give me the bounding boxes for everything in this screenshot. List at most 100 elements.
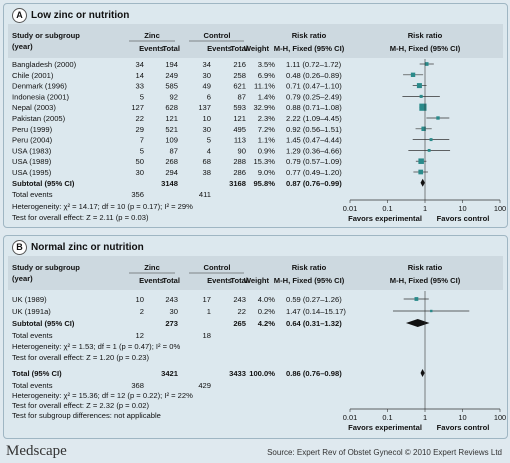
study-row-label: Denmark (1996)	[12, 82, 67, 91]
study-row-marker	[427, 148, 431, 152]
total-events-row-label: Total events	[12, 331, 53, 340]
study-row-label: Nepal (2003)	[12, 103, 56, 112]
panel-b-label: B Normal zinc or nutrition	[12, 240, 144, 255]
study-row-zinc-events: 10	[136, 295, 144, 304]
study-row-zinc-events: 5	[140, 92, 144, 101]
header-method: M-H, Fixed (95% CI)	[274, 276, 345, 285]
x-tick-label: 0.01	[343, 413, 357, 422]
study-row-label: USA (1995)	[12, 168, 52, 177]
overall-events-row-label: Total events	[12, 381, 53, 390]
header-year: (year)	[12, 42, 33, 51]
study-row-control-events: 68	[203, 157, 211, 166]
header-total: Total	[162, 44, 180, 53]
study-row-control-total: 121	[233, 114, 246, 123]
x-tick-label: 100	[494, 204, 506, 213]
study-row-marker	[436, 116, 440, 120]
favors-experimental: Favors experimental	[348, 214, 422, 223]
study-row-risk-ratio: 0.77 (0.49–1.20)	[286, 168, 342, 177]
subtotal-row-control-total: 265	[233, 319, 246, 328]
header-control: Control	[204, 263, 231, 272]
study-row-zinc-events: 2	[140, 307, 144, 316]
header-band	[8, 24, 503, 58]
stat-note: Test for overall effect: Z = 1.20 (p = 0…	[12, 353, 150, 362]
study-row-control-events: 34	[203, 60, 211, 69]
header-events: Events	[139, 44, 164, 53]
favors-control: Favors control	[437, 423, 490, 432]
study-row-weight: 3.5%	[258, 60, 276, 69]
header-events: Events	[207, 44, 232, 53]
study-row-label: UK (1989)	[12, 295, 47, 304]
x-tick-label: 1	[423, 204, 427, 213]
study-row-control-total: 286	[233, 168, 246, 177]
header-total: Total	[230, 44, 248, 53]
medscape-logo: Medscape	[6, 443, 67, 459]
overall-row-weight: 100.0%	[249, 369, 275, 378]
study-row-zinc-total: 121	[165, 114, 178, 123]
study-row-zinc-total: 268	[165, 157, 178, 166]
study-row-control-total: 621	[233, 82, 246, 91]
panel-a-label: A Low zinc or nutrition	[12, 8, 129, 23]
study-row-weight: 9.0%	[258, 168, 276, 177]
study-row-zinc-total: 628	[165, 103, 178, 112]
total-events-row-zinc-events: 356	[131, 190, 144, 199]
header-method: M-H, Fixed (95% CI)	[390, 44, 461, 53]
study-row-control-total: 216	[233, 60, 246, 69]
study-row-risk-ratio: 1.29 (0.36–4.66)	[286, 146, 342, 155]
header-risk-ratio: Risk ratio	[408, 31, 443, 40]
total-events-row-control-events: 18	[203, 331, 211, 340]
x-tick-label: 10	[458, 204, 466, 213]
study-row-risk-ratio: 0.88 (0.71–1.08)	[286, 103, 342, 112]
study-row-zinc-events: 7	[140, 136, 144, 145]
study-row-label: Chile (2001)	[12, 71, 54, 80]
study-row-weight: 0.9%	[258, 146, 276, 155]
study-row-control-total: 87	[238, 92, 246, 101]
study-row-control-total: 288	[233, 157, 246, 166]
study-row-zinc-total: 521	[165, 125, 178, 134]
study-row-weight: 2.3%	[258, 114, 276, 123]
study-row-control-events: 5	[207, 136, 211, 145]
stat-note: Test for subgroup differences: not appli…	[12, 411, 161, 420]
study-row-control-events: 4	[207, 146, 211, 155]
study-row-control-total: 495	[233, 125, 246, 134]
total-events-row-control-events: 411	[199, 190, 211, 199]
favors-experimental: Favors experimental	[348, 423, 422, 432]
study-row-marker	[414, 297, 419, 301]
x-tick-label: 0.1	[382, 413, 392, 422]
header-events: Events	[207, 276, 232, 285]
overall-events-row-control-events: 429	[198, 381, 211, 390]
study-row-control-events: 30	[203, 71, 211, 80]
study-row-marker	[418, 169, 424, 175]
favors-control: Favors control	[437, 214, 490, 223]
study-row-control-events: 49	[203, 82, 211, 91]
study-row-risk-ratio: 0.71 (0.47–1.10)	[286, 82, 342, 91]
header-study: Study or subgroup	[12, 263, 80, 272]
subtotal-row-zinc-total: 3148	[161, 179, 178, 188]
study-row-weight: 0.2%	[258, 307, 276, 316]
header-method: M-H, Fixed (95% CI)	[390, 276, 461, 285]
header-zinc: Zinc	[144, 31, 160, 40]
study-row-weight: 6.9%	[258, 71, 276, 80]
study-row-zinc-events: 34	[136, 60, 144, 69]
study-row-zinc-total: 109	[165, 136, 178, 145]
study-row-zinc-events: 5	[140, 146, 144, 155]
study-row-risk-ratio: 0.48 (0.26–0.89)	[286, 71, 342, 80]
stat-note: Heterogeneity: χ² = 14.17; df = 10 (p = …	[12, 202, 193, 211]
study-row-marker	[430, 309, 433, 313]
study-row-label: UK (1991a)	[12, 307, 51, 316]
header-study: Study or subgroup	[12, 31, 80, 40]
study-row-zinc-total: 243	[165, 295, 178, 304]
study-row-risk-ratio: 0.79 (0.25–2.49)	[286, 92, 342, 101]
study-row-zinc-events: 22	[136, 114, 144, 123]
panel-a: A Low zinc or nutrition Study or subgroup…	[3, 3, 508, 228]
x-tick-label: 100	[494, 413, 506, 422]
study-row-zinc-total: 585	[165, 82, 178, 91]
stat-note: Test for overall effect: Z = 2.11 (p = 0…	[12, 213, 149, 222]
study-row-label: Indonesia (2001)	[12, 92, 69, 101]
x-tick-label: 0.01	[343, 204, 357, 213]
study-row-weight: 1.4%	[258, 92, 276, 101]
study-row-risk-ratio: 0.79 (0.57–1.09)	[286, 157, 342, 166]
study-row-weight: 32.9%	[253, 103, 275, 112]
header-total: Total	[162, 276, 180, 285]
study-row-zinc-total: 30	[170, 307, 178, 316]
